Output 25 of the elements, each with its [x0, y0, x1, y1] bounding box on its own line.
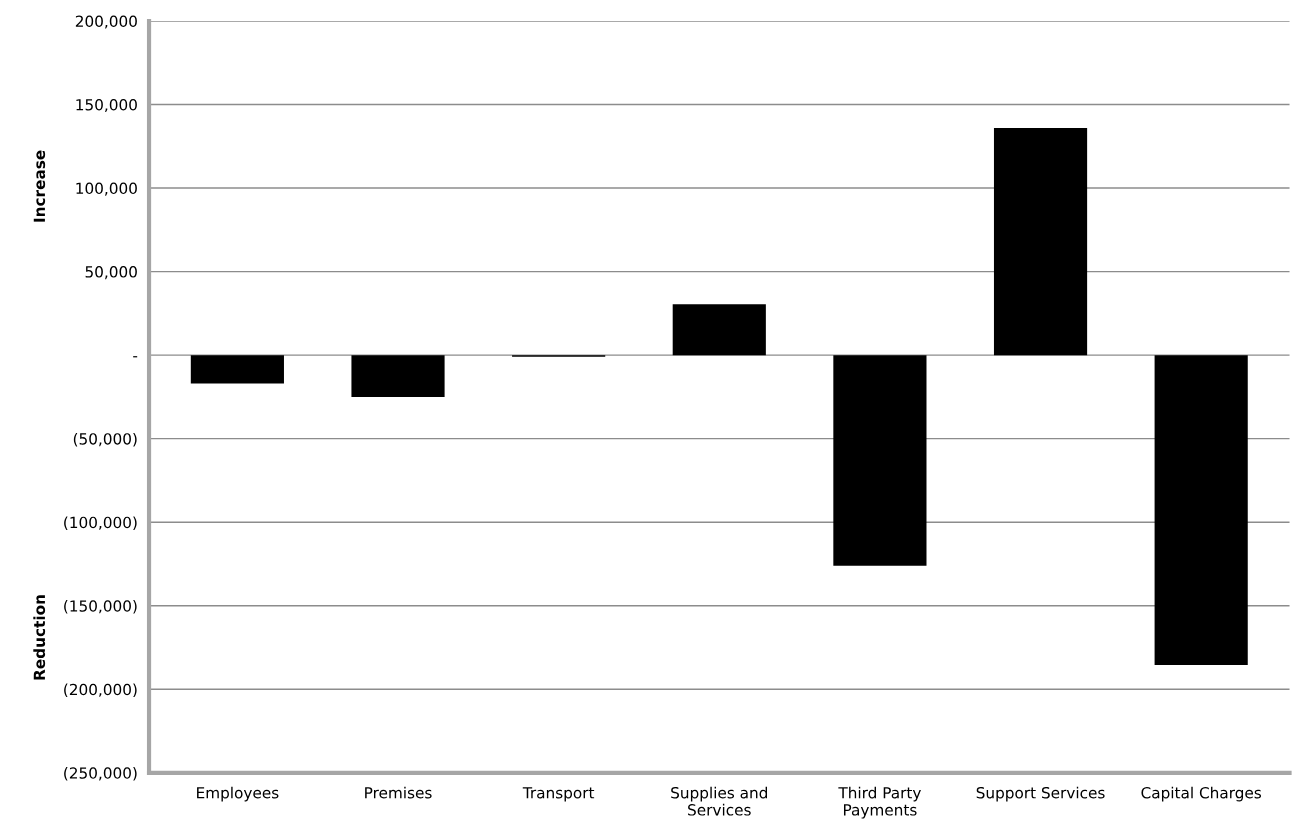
y-tick-label: (150,000) — [64, 599, 137, 614]
y-axis-title: Increase — [33, 150, 46, 222]
x-tick-label: Capital Charges — [1141, 786, 1262, 802]
x-tick-label: Transport — [522, 787, 595, 802]
y-tick-label: (250,000) — [64, 767, 137, 781]
x-tick-label: Employees — [197, 786, 279, 802]
y-tick-label: 50,000 — [85, 266, 137, 280]
y-tick-label: - — [133, 356, 138, 358]
bar — [351, 355, 445, 397]
y-tick-label: 150,000 — [76, 99, 137, 113]
bar — [190, 355, 284, 384]
x-tick-label: Supplies and Services — [671, 786, 767, 816]
x-tick-label: Support Services — [976, 786, 1105, 802]
y-tick-label: 200,000 — [75, 15, 137, 29]
y-tick-label: (200,000) — [64, 683, 137, 698]
y-tick-label: (100,000) — [64, 516, 137, 531]
bar — [672, 304, 766, 356]
y-tick-label: (50,000) — [73, 432, 137, 447]
y-tick-label: 100,000 — [76, 182, 137, 196]
x-tick-label: Third Party Payments — [838, 786, 921, 819]
bar — [993, 127, 1088, 356]
bar — [1154, 355, 1248, 666]
bar — [833, 355, 927, 566]
x-tick-label: Premises — [365, 786, 432, 799]
text: Reduction — [33, 595, 46, 680]
